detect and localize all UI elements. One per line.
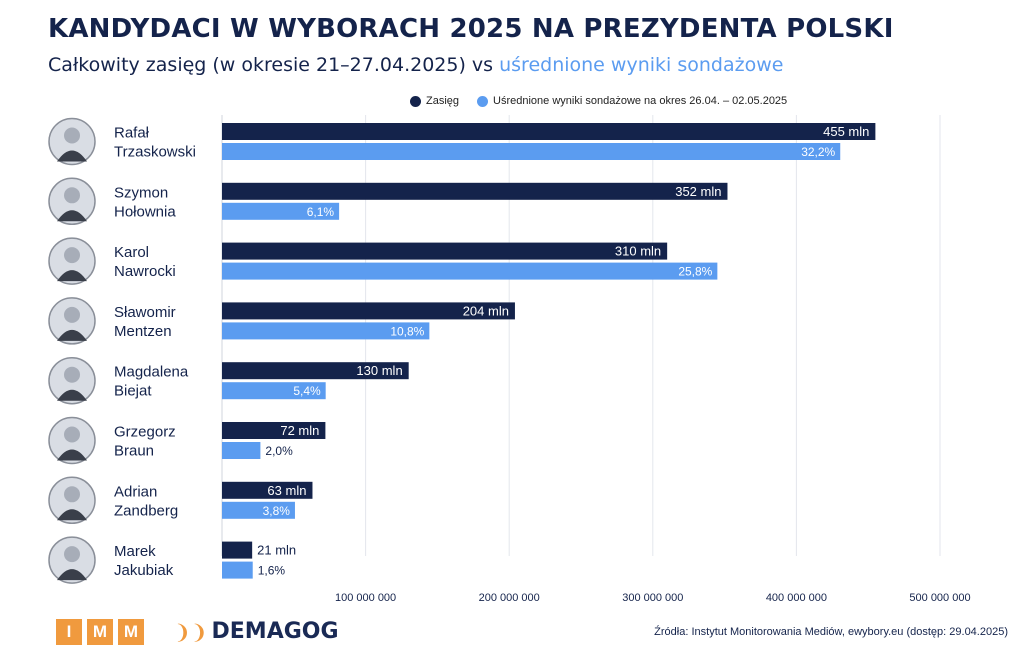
avatar-body [57, 270, 87, 282]
avatar-body [57, 509, 87, 521]
category-label: Marek [114, 543, 156, 560]
reach-bar [222, 242, 668, 260]
category-label: Trzaskowski [114, 144, 196, 161]
category-label: Rafał [114, 125, 150, 142]
avatar-body [57, 150, 87, 162]
avatar-body [57, 329, 87, 341]
avatar-head [64, 546, 80, 563]
x-tick-label: 200 000 000 [479, 592, 540, 604]
avatar-head [64, 366, 80, 383]
reach-data-label: 63 mln [267, 483, 306, 498]
reach-data-label: 310 mln [615, 244, 661, 259]
avatar-body [57, 389, 87, 401]
poll-data-label: 32,2% [801, 145, 835, 159]
x-tick-label: 100 000 000 [335, 592, 396, 604]
category-label: Mentzen [114, 323, 172, 340]
reach-bar [222, 302, 515, 320]
reach-data-label: 455 mln [823, 124, 869, 139]
bar-chart: 100 000 000 200 000 000 300 000 000 400 000… [48, 115, 971, 604]
avatar-body [57, 210, 87, 222]
legend-item-polls: Uśrednione wyniki sondażowe na okres 26.… [477, 95, 787, 107]
signal-waves-icon: ❩❩ [174, 619, 208, 644]
poll-data-label: 1,6% [258, 564, 286, 578]
avatar-head [64, 127, 80, 144]
poll-bar [222, 143, 841, 160]
avatar-head [64, 426, 80, 443]
avatar-head [64, 187, 80, 204]
poll-data-label: 3,8% [263, 504, 291, 518]
demagog-logo: ❩❩ DEMAGOG [174, 619, 339, 644]
poll-bar [222, 382, 326, 400]
avatar-head [64, 247, 80, 264]
poll-bar [222, 202, 340, 220]
category-label: Braun [114, 443, 154, 460]
subtitle-accent: uśrednione wyniki sondażowe [499, 54, 784, 76]
reach-bar [222, 481, 313, 499]
imm-logo-letter: M [87, 619, 113, 645]
imm-logo-letter: M [118, 619, 144, 645]
reach-data-label: 130 mln [356, 363, 402, 378]
legend-label-polls: Uśrednione wyniki sondażowe na okres 26.… [493, 95, 788, 107]
poll-data-label: 10,8% [390, 324, 424, 338]
x-tick-label: 300 000 000 [622, 592, 683, 604]
poll-data-label: 6,1% [307, 205, 335, 219]
poll-bar [222, 501, 295, 519]
reach-bar [222, 362, 409, 380]
avatar-body [57, 569, 87, 581]
avatar-head [64, 486, 80, 503]
category-label: Adrian [114, 483, 157, 500]
reach-data-label: 21 mln [257, 543, 296, 558]
avatar-head [64, 306, 80, 323]
demagog-logo-text: DEMAGOG [211, 619, 339, 644]
reach-data-label: 204 mln [463, 303, 509, 318]
category-label: Nawrocki [114, 263, 176, 280]
category-label: Zandberg [114, 502, 178, 519]
category-label: Szymon [114, 184, 168, 201]
legend-label-reach: Zasięg [426, 95, 460, 107]
legend: Zasięg Uśrednione wyniki sondażowe na ok… [410, 95, 799, 107]
source-note: Źródła: Instytut Monitorowania Mediów, e… [654, 626, 1008, 638]
reach-data-label: 72 mln [280, 423, 319, 438]
category-label: Sławomir [114, 304, 176, 321]
legend-swatch-reach [410, 95, 421, 107]
category-label: Hołownia [114, 203, 176, 220]
reach-bar [222, 541, 253, 559]
poll-data-label: 2,0% [265, 444, 293, 458]
imm-logo-letter: I [56, 619, 82, 645]
category-label: Karol [114, 244, 149, 261]
poll-bar [222, 561, 253, 579]
poll-bar [222, 322, 430, 340]
subtitle-main: Całkowity zasięg (w okresie 21–27.04.202… [48, 54, 500, 76]
category-label: Biejat [114, 383, 152, 400]
poll-data-label: 25,8% [678, 265, 712, 279]
page-title: KANDYDACI W WYBORACH 2025 NA PREZYDENTA … [48, 14, 894, 44]
category-label: Magdalena [114, 364, 189, 381]
category-label: Jakubiak [114, 562, 174, 579]
category-label: Grzegorz [114, 424, 176, 441]
legend-item-reach: Zasięg [410, 95, 459, 107]
poll-bar [222, 442, 261, 459]
poll-bar [222, 262, 718, 280]
poll-data-label: 5,4% [293, 384, 321, 398]
x-tick-label: 400 000 000 [766, 592, 827, 604]
reach-data-label: 352 mln [675, 184, 721, 199]
subtitle: Całkowity zasięg (w okresie 21–27.04.202… [48, 54, 783, 76]
reach-bar [222, 422, 326, 439]
reach-bar [222, 182, 728, 200]
imm-logo: I M M [56, 619, 144, 645]
reach-bar [222, 123, 876, 140]
x-tick-label: 500 000 000 [909, 592, 970, 604]
avatar-body [57, 449, 87, 461]
legend-swatch-polls [477, 95, 489, 107]
